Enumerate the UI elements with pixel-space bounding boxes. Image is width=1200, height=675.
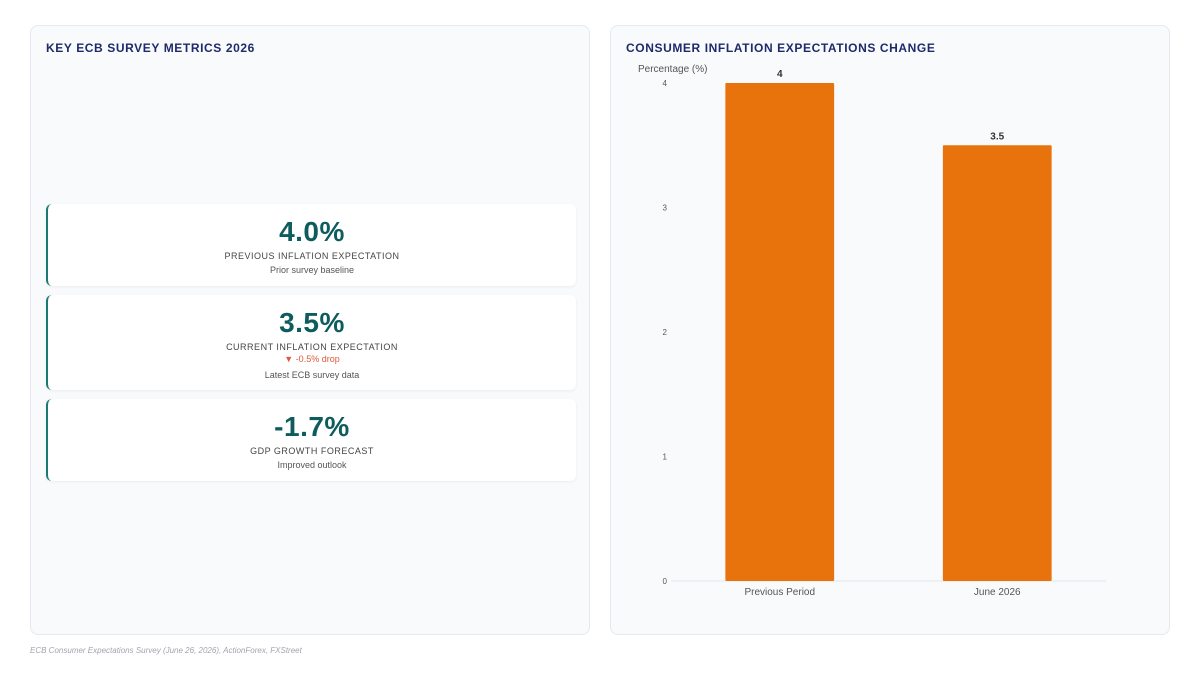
y-tick-label: 4 xyxy=(663,79,668,88)
metric-card-current-inflation: 3.5% CURRENT INFLATION EXPECTATION ▼ -0.… xyxy=(46,295,576,390)
x-tick-label: June 2026 xyxy=(974,587,1021,598)
y-tick-label: 0 xyxy=(663,577,668,586)
metric-subtext: Latest ECB survey data xyxy=(264,370,360,380)
metric-label: PREVIOUS INFLATION EXPECTATION xyxy=(224,251,400,261)
metric-value: 4.0% xyxy=(279,216,345,247)
chart-panel: CONSUMER INFLATION EXPECTATIONS CHANGE P… xyxy=(610,25,1170,635)
metric-change-indicator: ▼ -0.5% drop xyxy=(284,354,340,364)
y-tick-label: 3 xyxy=(663,204,668,213)
bar-chart: Percentage (%) 0 1 2 3 4 4 Previous Period 3.5 Ju… xyxy=(638,64,1106,598)
metric-card-gdp-forecast: -1.7% GDP GROWTH FORECAST Improved outlo… xyxy=(46,399,576,481)
metric-label: GDP GROWTH FORECAST xyxy=(250,446,374,456)
metric-card-previous-inflation: 4.0% PREVIOUS INFLATION EXPECTATION Prio… xyxy=(46,204,576,286)
bar xyxy=(725,83,835,581)
y-axis-label: Percentage (%) xyxy=(638,64,707,75)
metric-label: CURRENT INFLATION EXPECTATION xyxy=(226,342,398,352)
x-tick-label: Previous Period xyxy=(744,587,815,598)
metrics-panel: KEY ECB SURVEY METRICS 2026 4.0% PREVIOU… xyxy=(30,25,590,635)
metric-subtext: Prior survey baseline xyxy=(269,265,355,275)
bar xyxy=(942,145,1052,581)
data-label: 4 xyxy=(777,69,783,80)
metrics-panel-title: KEY ECB SURVEY METRICS 2026 xyxy=(46,41,255,55)
metric-subtext: Improved outlook xyxy=(277,460,347,470)
y-tick-label: 1 xyxy=(663,453,668,462)
metric-value: -1.7% xyxy=(274,411,350,442)
metric-value: 3.5% xyxy=(279,307,345,338)
data-label: 3.5 xyxy=(990,131,1004,142)
chart-title: CONSUMER INFLATION EXPECTATIONS CHANGE xyxy=(626,41,936,55)
source-footnote: ECB Consumer Expectations Survey (June 2… xyxy=(30,646,302,655)
y-tick-label: 2 xyxy=(663,328,668,337)
